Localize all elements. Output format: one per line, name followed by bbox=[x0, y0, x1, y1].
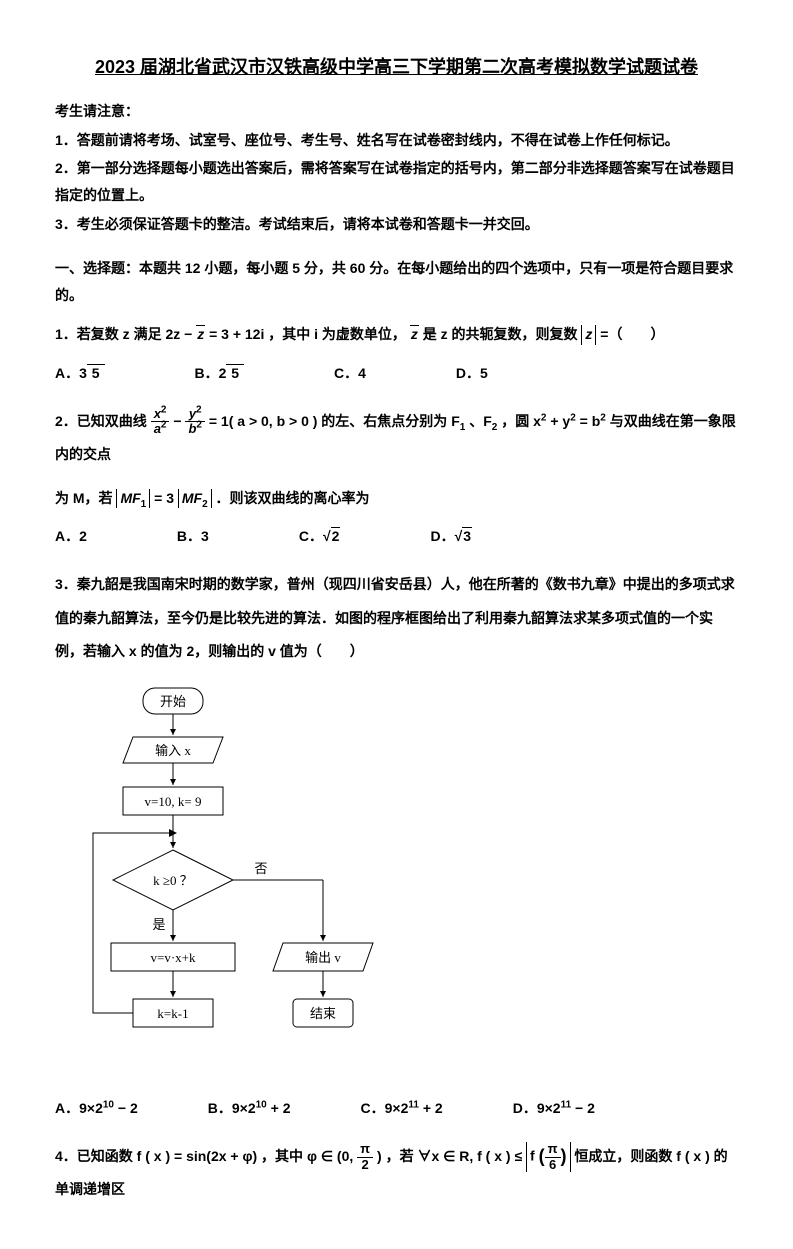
flow-no: 否 bbox=[254, 861, 267, 876]
notice-head: 考生请注意： bbox=[55, 98, 738, 125]
abs-z: z bbox=[581, 325, 596, 345]
q4-text-a: 4．已知函数 f ( x ) = sin(2x + φ) ，其中 φ ∈ (0, bbox=[55, 1148, 357, 1164]
frac-pi-2: π 2 bbox=[357, 1142, 373, 1172]
flow-input: 输入 x bbox=[155, 743, 191, 758]
frac-x2-a2: x2 a2 bbox=[151, 407, 170, 437]
q2-text-b: = 1( a > 0, b > 0 ) 的左、右焦点分别为 F bbox=[209, 413, 460, 429]
q4-stem: 4．已知函数 f ( x ) = sin(2x + φ) ，其中 φ ∈ (0,… bbox=[55, 1140, 738, 1207]
q2-stem-line1: 2．已知双曲线 x2 a2 − y2 b2 = 1( a > 0, b > 0 … bbox=[55, 405, 738, 472]
q1-text-c: 是 z 的共轭复数，则复数 bbox=[423, 326, 578, 342]
minus: − bbox=[173, 413, 185, 429]
z-bar-1: z bbox=[196, 325, 205, 342]
q4-text-b: ) ，若 ∀x ∈ R, f ( x ) ≤ bbox=[377, 1148, 526, 1164]
frac-y2-b2: y2 b2 bbox=[185, 407, 205, 437]
flow-init: v=10, k= 9 bbox=[145, 794, 202, 809]
q2-text-c: 、F bbox=[469, 413, 492, 429]
q1-text-b: = 3 + 12i ，其中 i 为虚数单位， bbox=[209, 326, 406, 342]
q1-opt-a: A．3 5 bbox=[55, 360, 105, 387]
frac-pi-6: π6 bbox=[545, 1142, 561, 1172]
q2-options: A．2 B．3 C．√2 D．√3 bbox=[55, 523, 738, 550]
q1-opt-c: C．4 bbox=[334, 360, 366, 387]
q3-options: A．9×210 − 2 B．9×210 + 2 C．9×211 + 2 D．9×… bbox=[55, 1095, 738, 1122]
q3-opt-a: A．9×210 − 2 bbox=[55, 1095, 138, 1122]
q2-opt-c: C．√2 bbox=[299, 523, 341, 550]
abs-f-pi6: f (π6) bbox=[526, 1142, 571, 1172]
flow-output: 输出 v bbox=[305, 950, 341, 965]
q2-text-d: ，圆 x bbox=[501, 413, 541, 429]
notice-1: 1．答题前请将考场、试室号、座位号、考生号、姓名写在试卷密封线内，不得在试卷上作… bbox=[55, 127, 738, 154]
q3-opt-b: B．9×210 + 2 bbox=[208, 1095, 291, 1122]
abs-mf2: MF2 bbox=[178, 489, 212, 509]
q1-opt-d: D．5 bbox=[456, 360, 488, 387]
flow-step1: v=v·x+k bbox=[151, 950, 196, 965]
notice-3: 3．考生必须保证答题卡的整洁。考试结束后，请将本试卷和答题卡一并交回。 bbox=[55, 211, 738, 238]
z-bar-2: z bbox=[410, 325, 419, 342]
q2-text-h: 为 M，若 bbox=[55, 490, 116, 506]
q2-opt-d: D．√3 bbox=[430, 523, 472, 550]
q3-stem: 3．秦九韶是我国南宋时期的数学家，普州（现四川省安岳县）人，他在所著的《数书九章… bbox=[55, 568, 738, 669]
flow-end: 结束 bbox=[310, 1006, 336, 1021]
page-title: 2023 届湖北省武汉市汉铁高级中学高三下学期第二次高考模拟数学试题试卷 bbox=[55, 50, 738, 84]
q3-opt-c: C．9×211 + 2 bbox=[361, 1095, 443, 1122]
flow-start: 开始 bbox=[160, 694, 186, 709]
notice-2: 2．第一部分选择题每小题选出答案后，需将答案写在试卷指定的括号内，第二部分非选择… bbox=[55, 155, 738, 208]
q1-text-d: =（ ） bbox=[600, 326, 664, 342]
q1-stem: 1．若复数 z 满足 2z − z = 3 + 12i ，其中 i 为虚数单位，… bbox=[55, 318, 738, 352]
q2-text-j: ．则该双曲线的离心率为 bbox=[216, 490, 370, 506]
flow-step2: k=k-1 bbox=[157, 1006, 188, 1021]
section-1-head: 一、选择题：本题共 12 小题，每小题 5 分，共 60 分。在每小题给出的四个… bbox=[55, 255, 738, 308]
q2-text-f: = b bbox=[580, 413, 601, 429]
q2-stem-line2: 为 M，若 MF1 = 3 MF2 ．则该双曲线的离心率为 bbox=[55, 482, 738, 516]
q2-text-i: = 3 bbox=[154, 490, 174, 506]
abs-mf1: MF1 bbox=[116, 489, 150, 509]
q2-text-e: + y bbox=[550, 413, 570, 429]
q1-text-a: 1．若复数 z 满足 2z − bbox=[55, 326, 192, 342]
flow-cond: k ≥0 ？ bbox=[153, 873, 193, 888]
q1-opt-b: B．2 5 bbox=[195, 360, 245, 387]
q2-text-a: 2．已知双曲线 bbox=[55, 413, 151, 429]
q2-opt-b: B．3 bbox=[177, 523, 209, 550]
flow-yes: 是 bbox=[152, 917, 165, 932]
q2-opt-a: A．2 bbox=[55, 523, 87, 550]
q1-options: A．3 5 B．2 5 C．4 D．5 bbox=[55, 360, 738, 387]
q3-opt-d: D．9×211 − 2 bbox=[513, 1095, 595, 1122]
flowchart: 开始 输入 x v=10, k= 9 k ≥0 ？ 是 v=v·x+k k=k-… bbox=[73, 683, 738, 1074]
